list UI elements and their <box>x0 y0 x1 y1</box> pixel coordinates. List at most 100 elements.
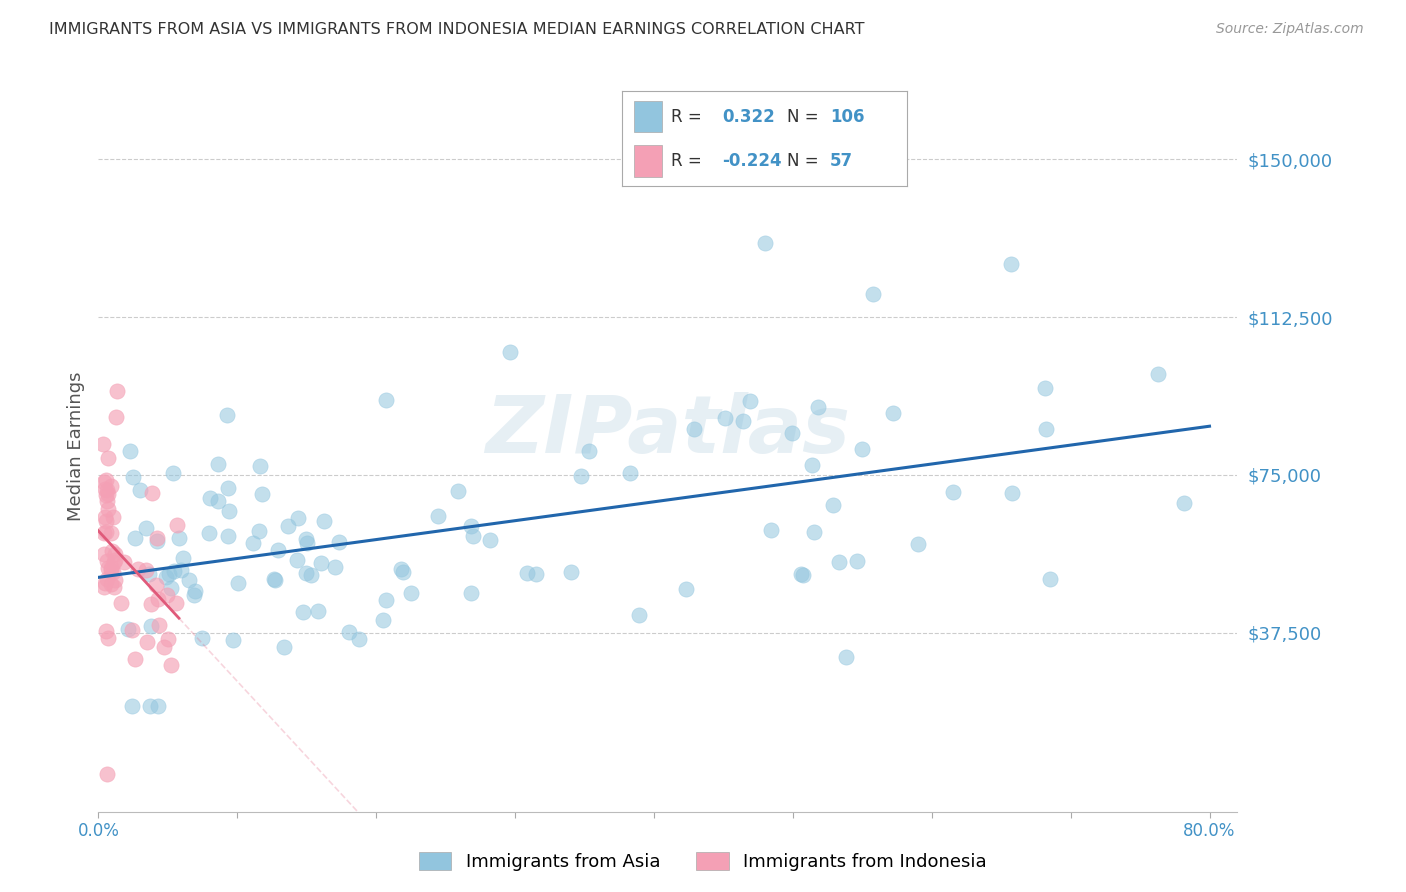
Point <box>217 529 239 543</box>
Point <box>242 535 264 549</box>
Point <box>121 624 143 638</box>
Point <box>96 483 118 498</box>
Point <box>1033 381 1056 395</box>
Point <box>371 613 394 627</box>
Point <box>295 532 318 546</box>
Point <box>104 574 127 588</box>
Point <box>96 554 118 568</box>
Point <box>790 566 813 581</box>
Point <box>153 640 176 654</box>
Point <box>169 531 191 545</box>
Text: ZIPatlas: ZIPatlas <box>485 392 851 470</box>
Point <box>524 566 547 581</box>
Point <box>301 567 323 582</box>
Point <box>312 514 335 528</box>
Point <box>104 552 127 566</box>
Point <box>207 493 229 508</box>
Point <box>619 466 641 480</box>
Point <box>91 437 114 451</box>
Point <box>93 581 115 595</box>
Point <box>155 570 177 584</box>
Point <box>105 409 128 424</box>
Point <box>882 406 904 420</box>
Point <box>94 575 117 590</box>
Point <box>267 542 290 557</box>
Point <box>1035 421 1057 435</box>
Point <box>103 556 125 570</box>
Point <box>100 561 122 575</box>
Point <box>460 586 482 600</box>
Point <box>569 468 592 483</box>
Point <box>1039 572 1062 586</box>
Y-axis label: Median Earnings: Median Earnings <box>66 371 84 521</box>
Point <box>1000 485 1022 500</box>
Point <box>146 531 169 545</box>
Text: IMMIGRANTS FROM ASIA VS IMMIGRANTS FROM INDONESIA MEDIAN EARNINGS CORRELATION CH: IMMIGRANTS FROM ASIA VS IMMIGRANTS FROM … <box>49 22 865 37</box>
Point <box>263 573 285 587</box>
Point <box>148 618 170 632</box>
Point <box>845 554 868 568</box>
Point <box>96 572 118 586</box>
Point <box>516 566 538 580</box>
Point <box>851 442 873 457</box>
Point <box>135 563 157 577</box>
Point <box>714 410 737 425</box>
Point <box>759 523 782 537</box>
Point <box>780 426 803 441</box>
Point <box>110 596 132 610</box>
Point <box>93 547 115 561</box>
Point <box>141 619 163 633</box>
Point <box>121 470 143 484</box>
Point <box>96 514 118 528</box>
Point <box>112 555 135 569</box>
Point <box>156 632 179 646</box>
Point <box>835 650 858 665</box>
Point <box>121 699 143 714</box>
Point <box>374 592 396 607</box>
Point <box>160 657 183 672</box>
Point <box>325 559 347 574</box>
Point <box>146 592 169 607</box>
Point <box>100 577 122 591</box>
Point <box>129 483 152 498</box>
Point <box>627 608 650 623</box>
Point <box>683 422 706 436</box>
Point <box>391 562 413 576</box>
Point <box>166 517 188 532</box>
Point <box>399 586 422 600</box>
Point <box>217 481 239 495</box>
Point <box>740 393 762 408</box>
Point <box>124 652 146 666</box>
Point <box>675 582 697 596</box>
Point <box>160 581 183 595</box>
Point <box>942 484 965 499</box>
Point <box>800 458 823 473</box>
Point <box>263 572 285 586</box>
Point <box>198 491 221 505</box>
Point <box>218 504 240 518</box>
Point <box>215 408 238 422</box>
Point <box>285 553 308 567</box>
Point <box>347 632 370 646</box>
Point <box>249 458 271 473</box>
Point <box>93 509 115 524</box>
Point <box>177 573 200 587</box>
Point <box>828 555 851 569</box>
Point <box>155 588 177 602</box>
Point <box>447 483 470 498</box>
Point <box>97 450 120 465</box>
Point <box>184 583 207 598</box>
Point <box>226 576 249 591</box>
Point <box>1173 496 1195 510</box>
Point <box>163 565 186 579</box>
Point <box>94 473 117 487</box>
Point <box>461 529 484 543</box>
Point <box>120 443 142 458</box>
Point <box>101 565 124 579</box>
Point <box>792 568 814 582</box>
Point <box>101 544 124 558</box>
Point <box>337 625 360 640</box>
Point <box>127 561 149 575</box>
Point <box>139 597 162 611</box>
Point <box>250 487 273 501</box>
